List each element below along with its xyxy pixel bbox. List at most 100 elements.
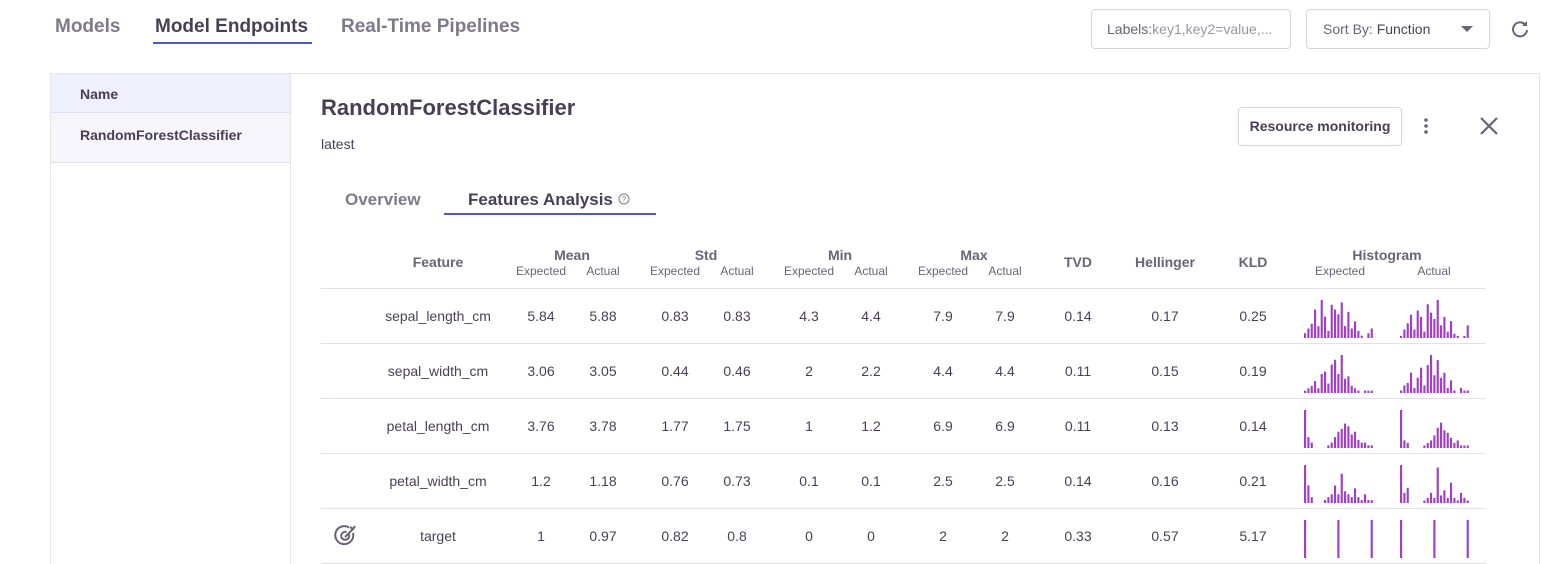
metric-value: 3.06 [527, 362, 555, 379]
histogram-bar [1433, 497, 1436, 503]
metric-value: 0.82 [661, 527, 689, 544]
metric-value: 4.3 [799, 307, 819, 324]
histogram-bar [1304, 333, 1307, 338]
column-header: Std [694, 247, 718, 263]
histogram-bar [1327, 330, 1330, 338]
metric-value: 0.76 [661, 472, 689, 489]
histogram-bar [1440, 495, 1443, 503]
labels-filter[interactable]: Labels:key1,key2=value,... [1091, 9, 1291, 49]
histogram-bar [1403, 440, 1406, 448]
metric-value: 0.11 [1064, 417, 1092, 434]
nav-tab[interactable]: Models [55, 16, 121, 37]
feature-name: sepal_length_cm [385, 307, 491, 324]
histogram-bar [1370, 445, 1373, 448]
metric-value: 4.4 [861, 307, 881, 324]
filter-label: Labels: [1107, 21, 1153, 37]
histogram-bar [1304, 410, 1307, 448]
histogram-bar [1354, 388, 1357, 393]
histogram-bar [1307, 328, 1310, 338]
histogram-bar [1446, 497, 1449, 503]
list-item[interactable]: RandomForestClassifier [51, 113, 290, 163]
metric-value: 0.1 [861, 472, 881, 489]
close-button[interactable] [1479, 116, 1499, 136]
refresh-icon[interactable] [1510, 19, 1530, 39]
histogram-bar [1466, 325, 1469, 338]
sub-header: Expected [515, 264, 567, 278]
histogram-bar [1466, 500, 1469, 503]
histogram-bar [1357, 390, 1360, 393]
histogram-bar [1347, 311, 1350, 338]
histogram-bar [1354, 321, 1357, 338]
metric-value: 1.75 [723, 417, 751, 434]
histogram-bar [1433, 435, 1436, 448]
histogram-bar [1460, 387, 1463, 393]
histogram-bar [1426, 304, 1429, 338]
histogram-bar [1324, 316, 1327, 338]
histogram-bar [1340, 302, 1343, 338]
column-header: Feature [412, 254, 464, 270]
histogram-bar [1310, 385, 1313, 393]
metric-value: 5.88 [589, 307, 617, 324]
histogram-bar [1364, 494, 1367, 503]
histogram-bar [1307, 388, 1310, 393]
histogram-bar [1367, 390, 1370, 393]
detail-tab[interactable]: Overview [345, 190, 421, 209]
resource-monitoring-button[interactable]: Resource monitoring [1238, 107, 1402, 146]
sort-select[interactable]: Sort By: Function [1306, 9, 1490, 49]
metric-value: 0.73 [723, 472, 751, 489]
histogram-bar [1327, 383, 1330, 393]
histogram-bar [1344, 491, 1347, 503]
nav-tab[interactable]: Real-Time Pipelines [341, 16, 521, 37]
histogram-bar [1324, 371, 1327, 393]
histogram-bar [1330, 442, 1333, 448]
sub-header: Expected [917, 264, 969, 278]
histogram-bar [1420, 367, 1423, 393]
histogram-bar [1410, 372, 1413, 393]
histogram-bar [1426, 442, 1429, 448]
histogram-bar [1347, 426, 1350, 448]
histogram-bar [1463, 445, 1466, 448]
column-header: KLD [1238, 254, 1268, 270]
feature-name: petal_length_cm [386, 417, 490, 434]
histogram-bar [1330, 304, 1333, 338]
histogram-bar [1456, 335, 1459, 338]
help-icon[interactable]: ? [618, 193, 630, 205]
metric-value: 4.4 [933, 362, 953, 379]
nav-tab[interactable]: Model Endpoints [155, 16, 309, 37]
column-header: TVD [1064, 254, 1092, 270]
metric-value: 0.11 [1064, 362, 1092, 379]
histogram-bar [1360, 442, 1363, 448]
histogram-bar [1370, 328, 1373, 338]
metric-value: 0.25 [1239, 307, 1267, 324]
column-header: Min [827, 247, 853, 263]
histogram-bar [1360, 335, 1363, 338]
detail-tab[interactable]: Features Analysis [468, 190, 613, 209]
metric-value: 7.9 [995, 307, 1015, 324]
metric-value: 1.18 [589, 472, 617, 489]
histogram-bar [1327, 445, 1330, 448]
metric-value: 6.9 [995, 417, 1015, 434]
histogram-bar [1446, 387, 1449, 393]
histogram-bar [1344, 378, 1347, 393]
histogram-bar [1450, 321, 1453, 338]
metric-value: 0.33 [1064, 527, 1092, 544]
more-menu[interactable] [1420, 116, 1432, 136]
histogram-bar [1307, 485, 1310, 503]
histogram-bar [1463, 335, 1466, 338]
metric-value: 2.5 [933, 472, 953, 489]
histogram-bar [1420, 316, 1423, 338]
histogram-bar [1453, 333, 1456, 338]
histogram-bar [1430, 355, 1433, 393]
svg-text:?: ? [622, 195, 627, 204]
histogram-bar [1354, 431, 1357, 448]
histogram-bar [1314, 381, 1317, 393]
histogram-bar [1357, 439, 1360, 448]
sort-value: Function [1376, 21, 1431, 37]
histogram-bar [1334, 485, 1337, 503]
histogram-bar [1324, 500, 1327, 503]
histogram-bar [1406, 487, 1409, 503]
column-header: Hellinger [1135, 254, 1195, 270]
histogram-bar [1350, 497, 1353, 503]
tab-underline [444, 213, 656, 215]
